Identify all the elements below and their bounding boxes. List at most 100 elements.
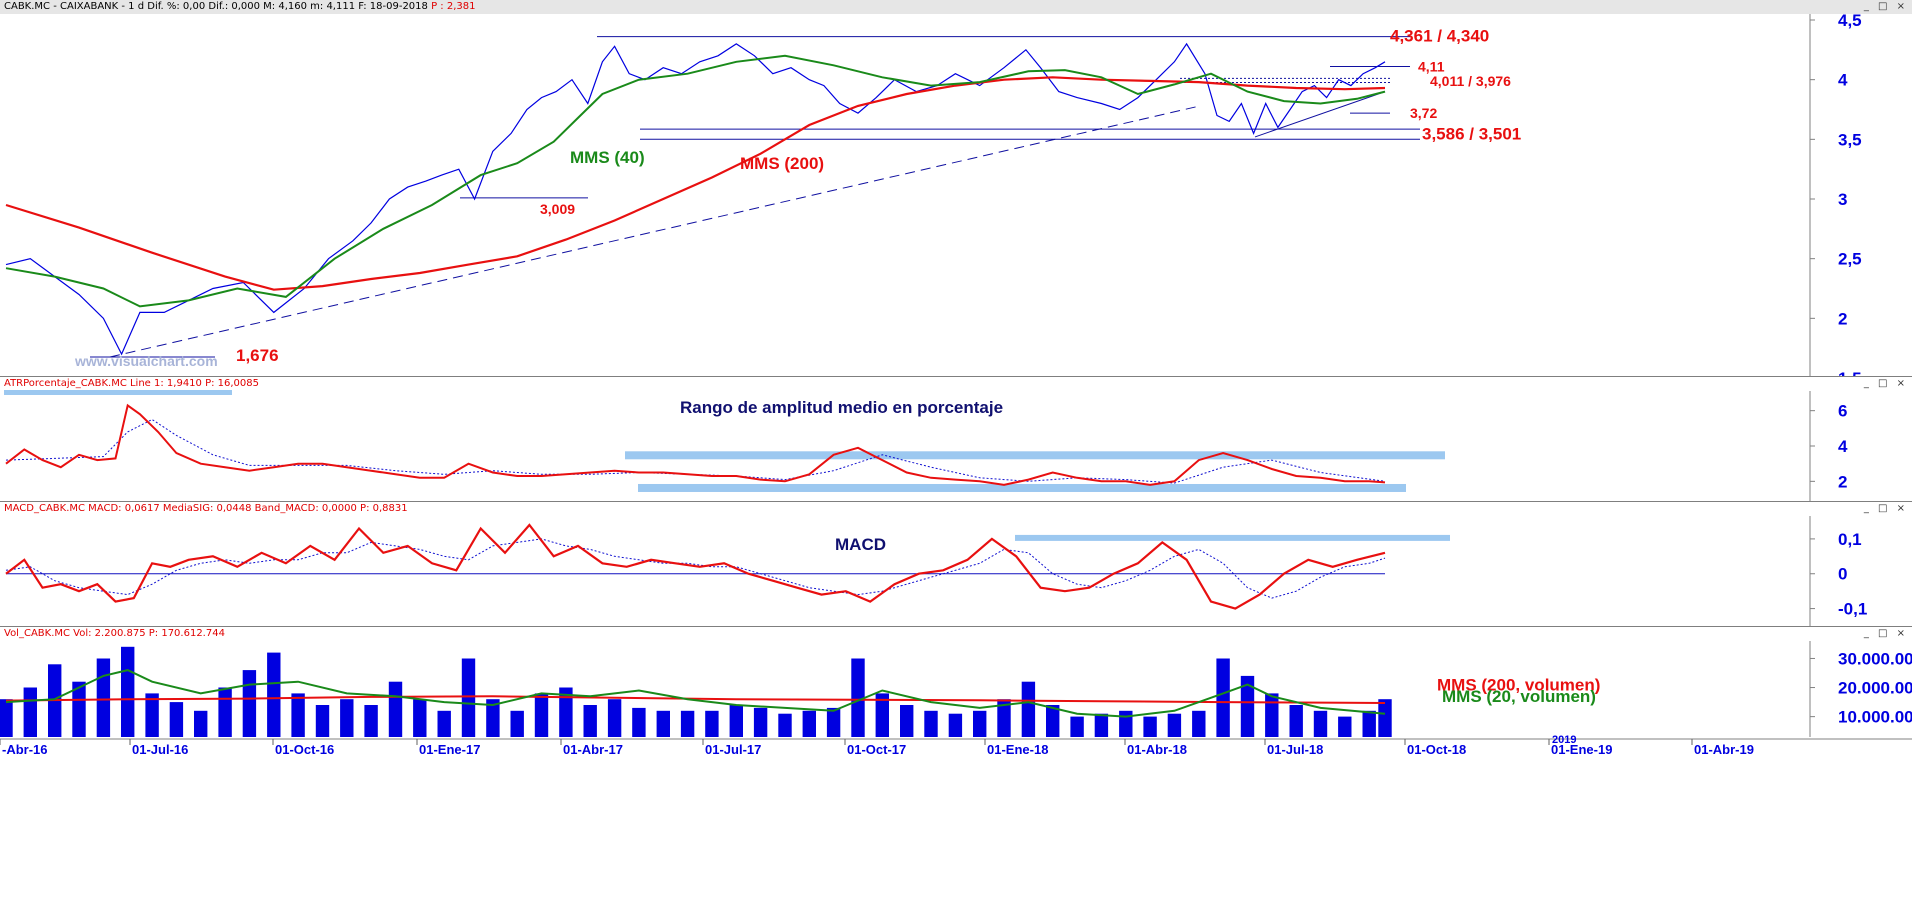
- volume-bar: [1240, 675, 1255, 737]
- label-mms-200: MMS (200): [740, 154, 824, 173]
- volume-bar: [583, 705, 597, 737]
- volume-bar: [1313, 710, 1328, 737]
- volume-bar: [1362, 710, 1376, 737]
- macd-header-label: MACD_CABK.MC MACD: 0,0617 MediaSIG: 0,04…: [4, 503, 408, 514]
- volume-bar: [1192, 710, 1206, 737]
- volume-bar: [1143, 716, 1157, 737]
- volume-bar: [364, 705, 378, 737]
- volume-bar: [121, 646, 135, 737]
- volume-bar: [948, 713, 963, 737]
- volume-bar: [96, 658, 111, 737]
- mms-200-line: [5, 76, 1386, 291]
- atr-panel: ATRPorcentaje_CABK.MC Line 1: 1,9410 P: …: [0, 377, 1912, 501]
- volume-mms-20-line: [5, 669, 1386, 718]
- x-axis-tick-label: 01-Oct-16: [275, 742, 334, 757]
- annotation-1676: 1,676: [236, 346, 279, 365]
- atr-chart: Rango de amplitud medio en porcentaje 6 4 2: [4, 390, 1848, 501]
- volume-bar: [291, 693, 305, 737]
- volume-bar: [826, 707, 841, 737]
- atr-main-line: [5, 403, 1386, 486]
- macd-panel-header: MACD_CABK.MC MACD: 0,0617 MediaSIG: 0,04…: [0, 502, 1912, 516]
- volume-bar: [218, 687, 232, 737]
- volume-chart: MMS (200, volumen)MMS (20, volumen) 30.00…: [0, 641, 1912, 757]
- volume-bar: [413, 699, 427, 737]
- volume-panel-header: Vol_CABK.MC Vol: 2.200.875 P: 170.612.74…: [0, 627, 1912, 641]
- volume-header-label: Vol_CABK.MC Vol: 2.200.875 P: 170.612.74…: [4, 628, 225, 639]
- volume-bar: [729, 705, 743, 737]
- x-axis-tick-label: 01-Jul-17: [705, 742, 761, 757]
- mms-40-line: [5, 54, 1386, 308]
- atr-y-tick-label: 6: [1838, 402, 1847, 421]
- volume-bar: [1046, 705, 1060, 737]
- volume-bar: [145, 693, 159, 737]
- volume-bar: [753, 707, 768, 737]
- volume-bar: [194, 710, 208, 737]
- volume-bar: [1216, 658, 1230, 737]
- atr-signal-line: [5, 418, 1386, 484]
- vol-y-tick-label: 10.000.00: [1838, 708, 1912, 727]
- annotation-3586: 3,586 / 3,501: [1422, 124, 1521, 143]
- x-axis-tick-label: 01-Ene-18: [987, 742, 1048, 757]
- annotation-4361: 4,361 / 4,340: [1390, 27, 1489, 46]
- volume-bar: [1167, 713, 1182, 737]
- volume-window-buttons[interactable]: _ □ ×: [1863, 628, 1908, 639]
- volume-bar: [1378, 699, 1392, 737]
- volume-bar: [437, 710, 451, 737]
- volume-bar: [607, 699, 622, 737]
- macd-panel: MACD_CABK.MC MACD: 0,0617 MediaSIG: 0,04…: [0, 502, 1912, 626]
- macd-band: [1015, 534, 1450, 541]
- price-y-tick-label: 3,5: [1838, 130, 1862, 149]
- volume-bar: [1289, 705, 1303, 737]
- vol-y-tick-label: 20.000.00: [1838, 678, 1912, 697]
- volume-bar: [851, 658, 865, 737]
- volume-bar: [242, 670, 257, 737]
- x-axis-tick-label: 01-Ene-17: [419, 742, 480, 757]
- price-chart: 4,361 / 4,340 4,114,011 / 3,976 3,72 3,586 …: [5, 14, 1862, 376]
- volume-bar: [461, 658, 476, 737]
- label-mms-20-volumen: MMS (20, volumen): [1442, 687, 1596, 706]
- panel-divider: [0, 501, 1912, 502]
- x-axis-tick-label: 01-Abr-19: [1694, 742, 1754, 757]
- x-axis-tick-label: -Abr-16: [2, 742, 48, 757]
- volume-bar: [1338, 716, 1352, 737]
- macd-window-buttons[interactable]: _ □ ×: [1863, 503, 1908, 514]
- atr-window-buttons[interactable]: _ □ ×: [1863, 378, 1908, 389]
- volume-bar: [23, 687, 37, 737]
- macd-y-tick-label: 0,1: [1838, 530, 1862, 549]
- atr-title: Rango de amplitud medio en porcentaje: [680, 398, 1003, 417]
- label-mms-40: MMS (40): [570, 148, 645, 167]
- price-series-line: [5, 42, 1386, 356]
- trendline-short: [1254, 91, 1386, 138]
- x-axis-tick-label: 01-Abr-18: [1127, 742, 1187, 757]
- volume-bar: [534, 693, 549, 737]
- atr-band-lower: [638, 483, 1406, 492]
- macd-title: MACD: [835, 535, 886, 554]
- macd-main-line: [5, 523, 1386, 610]
- volume-bar: [973, 710, 987, 737]
- volume-bar: [900, 705, 914, 737]
- price-y-tick-label: 2: [1838, 309, 1847, 328]
- macd-y-tick-label: -0,1: [1838, 600, 1867, 619]
- price-window-buttons[interactable]: _ □ ×: [1863, 1, 1908, 12]
- p-value-label: P : 2,381: [431, 1, 476, 12]
- volume-bar: [1094, 713, 1109, 737]
- price-y-tick-label: 1,5: [1838, 369, 1862, 376]
- stats-label: Dif. %: 0,00 Dif.: 0,000 M: 4,160 m: 4,1…: [147, 1, 428, 12]
- annotation-4011: 4,011 / 3,976: [1430, 73, 1511, 89]
- volume-bar: [656, 710, 670, 737]
- x-axis-tick-label: 01-Ene-19: [1551, 742, 1612, 757]
- volume-panel: Vol_CABK.MC Vol: 2.200.875 P: 170.612.74…: [0, 627, 1912, 922]
- volume-bar: [924, 710, 938, 737]
- volume-bar: [388, 681, 403, 737]
- label-mms-200-volumen: MMS (200, volumen): [1437, 675, 1600, 694]
- volume-bar: [72, 681, 86, 737]
- price-y-tick-label: 3: [1838, 190, 1847, 209]
- price-y-tick-label: 4,5: [1838, 14, 1862, 30]
- annotation-372: 3,72: [1410, 105, 1437, 121]
- volume-bar: [510, 710, 524, 737]
- volume-bar: [315, 705, 330, 737]
- volume-bar: [680, 710, 695, 737]
- annotation-3009: 3,009: [540, 201, 575, 217]
- volume-bar: [875, 693, 889, 737]
- volume-bar: [486, 699, 500, 737]
